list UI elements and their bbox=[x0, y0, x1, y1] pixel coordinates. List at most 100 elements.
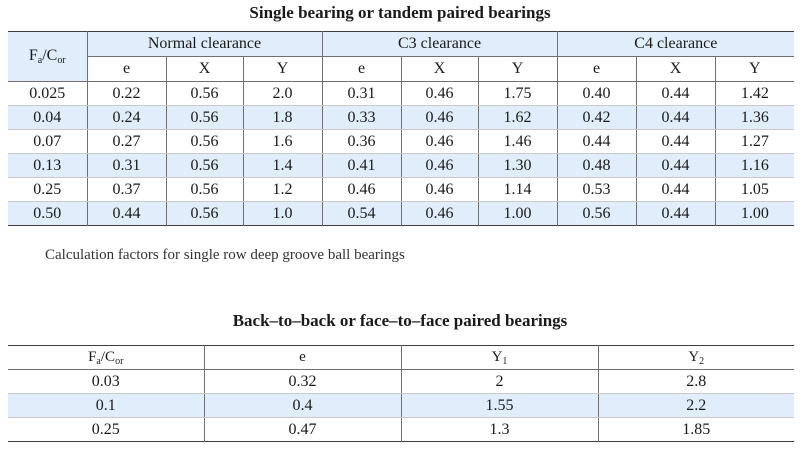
fa-cor-value: 0.50 bbox=[8, 201, 88, 226]
table-row: 0.13 0.31 0.56 1.4 0.41 0.46 1.30 0.48 0.44 1.16 bbox=[8, 153, 795, 178]
group-header-c4: C4 clearance bbox=[556, 31, 795, 57]
factor-value: 1.4 bbox=[242, 153, 323, 178]
paired-bearing-factors-table: Fa/Cor e Y1 Y2 0.03 0.32 2 2.8 0.1 0.4 1.55 2.2… bbox=[8, 345, 794, 442]
factor-value: 0.44 bbox=[635, 153, 716, 178]
factor-value: 0.44 bbox=[635, 201, 716, 226]
factor-value: 1.3 bbox=[400, 417, 599, 442]
factor-value: 0.46 bbox=[400, 81, 479, 106]
subheader-cell: e bbox=[556, 56, 637, 82]
factor-value: 0.44 bbox=[635, 105, 716, 130]
subheader-cell: X bbox=[400, 56, 479, 82]
factor-value: 1.6 bbox=[242, 129, 323, 154]
table-row: 0.03 0.32 2 2.8 bbox=[8, 369, 794, 394]
factor-value: 1.55 bbox=[400, 393, 599, 418]
factor-value: 0.40 bbox=[556, 81, 637, 106]
factor-value: 0.42 bbox=[556, 105, 637, 130]
fa-cor-value: 0.07 bbox=[8, 129, 88, 154]
factor-value: 1.00 bbox=[477, 201, 558, 226]
factor-value: 0.53 bbox=[556, 177, 637, 202]
factor-value: 0.27 bbox=[86, 129, 167, 154]
table1-title: Single bearing or tandem paired bearings bbox=[249, 3, 551, 22]
factor-value: 0.46 bbox=[321, 177, 402, 202]
fa-cor-header: Fa/Cor bbox=[8, 31, 88, 82]
group-header-normal: Normal clearance bbox=[86, 31, 323, 57]
group-header-c3: C3 clearance bbox=[321, 31, 558, 57]
factor-value: 0.41 bbox=[321, 153, 402, 178]
factor-value: 0.44 bbox=[635, 129, 716, 154]
factor-value: 0.31 bbox=[86, 153, 167, 178]
table-row: 0.1 0.4 1.55 2.2 bbox=[8, 393, 794, 418]
factor-value: 0.46 bbox=[400, 153, 479, 178]
y1-header: Y1 bbox=[400, 345, 599, 370]
fa-cor-value: 0.25 bbox=[8, 177, 88, 202]
factor-value: 2.2 bbox=[597, 393, 794, 418]
table-row: 0.025 0.22 0.56 2.0 0.31 0.46 1.75 0.40 0.44 1.42 bbox=[8, 81, 795, 106]
factor-value: 1.46 bbox=[477, 129, 558, 154]
factor-value: 0.56 bbox=[165, 129, 244, 154]
factor-value: 0.32 bbox=[203, 369, 402, 394]
factor-value: 0.48 bbox=[556, 153, 637, 178]
subheader-cell: e bbox=[321, 56, 402, 82]
factor-value: 0.31 bbox=[321, 81, 402, 106]
single-bearing-factors-table: Fa/Cor Normal clearance C3 clearance C4 … bbox=[8, 31, 795, 226]
subheader-cell: Y bbox=[477, 56, 558, 82]
factor-value: 0.56 bbox=[165, 201, 244, 226]
factor-value: 1.85 bbox=[597, 417, 794, 442]
subheader-cell: X bbox=[635, 56, 716, 82]
y2-header: Y2 bbox=[597, 345, 794, 370]
factor-value: 0.44 bbox=[86, 201, 167, 226]
table-row: 0.50 0.44 0.56 1.0 0.54 0.46 1.00 0.56 0.44 1.00 bbox=[8, 201, 795, 226]
factor-value: 0.36 bbox=[321, 129, 402, 154]
fa-cor-value: 0.1 bbox=[8, 393, 205, 418]
fa-cor-value: 0.04 bbox=[8, 105, 88, 130]
fa-cor-header: Fa/Cor bbox=[8, 345, 205, 370]
fa-cor-value: 0.025 bbox=[8, 81, 88, 106]
e-header: e bbox=[203, 345, 402, 370]
factor-value: 1.42 bbox=[714, 81, 795, 106]
factor-value: 0.56 bbox=[165, 81, 244, 106]
fa-cor-value: 0.13 bbox=[8, 153, 88, 178]
factor-value: 1.62 bbox=[477, 105, 558, 130]
factor-value: 0.33 bbox=[321, 105, 402, 130]
factor-value: 1.27 bbox=[714, 129, 795, 154]
factor-value: 2 bbox=[400, 369, 599, 394]
factor-value: 0.4 bbox=[203, 393, 402, 418]
factor-value: 0.46 bbox=[400, 105, 479, 130]
factor-value: 1.00 bbox=[714, 201, 795, 226]
factor-value: 1.16 bbox=[714, 153, 795, 178]
factor-value: 0.46 bbox=[400, 129, 479, 154]
factor-value: 0.22 bbox=[86, 81, 167, 106]
factor-value: 0.56 bbox=[165, 177, 244, 202]
subheader-cell: X bbox=[165, 56, 244, 82]
factor-value: 0.56 bbox=[165, 153, 244, 178]
factor-value: 0.56 bbox=[165, 105, 244, 130]
factor-value: 1.8 bbox=[242, 105, 323, 130]
factor-value: 2.8 bbox=[597, 369, 794, 394]
factor-value: 0.24 bbox=[86, 105, 167, 130]
table-row: 0.04 0.24 0.56 1.8 0.33 0.46 1.62 0.42 0.44 1.36 bbox=[8, 105, 795, 130]
factor-value: 2.0 bbox=[242, 81, 323, 106]
factor-value: 1.2 bbox=[242, 177, 323, 202]
factor-value: 1.36 bbox=[714, 105, 795, 130]
fa-cor-value: 0.03 bbox=[8, 369, 205, 394]
factor-value: 1.05 bbox=[714, 177, 795, 202]
subheader-cell: e bbox=[87, 56, 167, 82]
table1-caption: Calculation factors for single row deep … bbox=[45, 247, 405, 263]
subheader-cell: Y bbox=[714, 56, 795, 82]
factor-value: 0.46 bbox=[400, 177, 479, 202]
fa-cor-value: 0.25 bbox=[8, 417, 205, 442]
factor-value: 0.47 bbox=[203, 417, 402, 442]
factor-value: 0.44 bbox=[635, 81, 716, 106]
table-row: 0.25 0.47 1.3 1.85 bbox=[8, 417, 794, 442]
factor-value: 1.30 bbox=[477, 153, 558, 178]
factor-value: 1.75 bbox=[477, 81, 558, 106]
subheader-cell: Y bbox=[242, 56, 323, 82]
table-row: 0.07 0.27 0.56 1.6 0.36 0.46 1.46 0.44 0.44 1.27 bbox=[8, 129, 795, 154]
factor-value: 0.37 bbox=[86, 177, 167, 202]
factor-value: 0.56 bbox=[556, 201, 637, 226]
factor-value: 1.14 bbox=[477, 177, 558, 202]
factor-value: 0.44 bbox=[635, 177, 716, 202]
factor-value: 0.54 bbox=[321, 201, 402, 226]
factor-value: 0.44 bbox=[556, 129, 637, 154]
